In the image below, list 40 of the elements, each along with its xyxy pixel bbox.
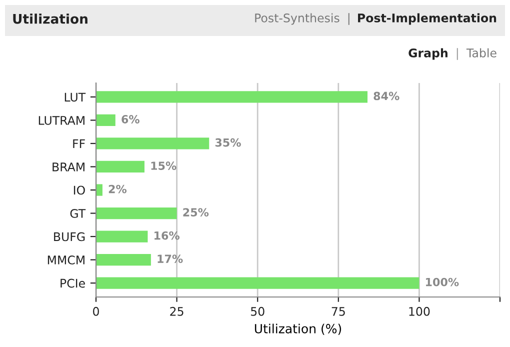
x-tick-label: 0 [93, 306, 99, 316]
y-tick-label: LUT [64, 92, 86, 102]
y-tick-label: FF [73, 139, 85, 148]
text: Table [466, 48, 496, 58]
bar [96, 254, 151, 266]
x-tick-label: 75 [332, 307, 345, 316]
x-tick-label: 100 [409, 306, 430, 316]
y-tick-label: GT [70, 208, 86, 218]
text: Graph [408, 48, 448, 60]
y-tick-label: PCIe [60, 278, 85, 288]
bar [96, 207, 177, 220]
data-label: 2% [108, 184, 127, 194]
y-tick-label: BUFG [54, 232, 85, 242]
bar [96, 230, 148, 242]
bar [96, 277, 420, 289]
data-label: 35% [215, 138, 241, 147]
data-label: 6% [122, 115, 140, 124]
data-label: 84% [374, 92, 400, 100]
bar [96, 114, 116, 126]
text: Post-Synthesis [255, 13, 340, 25]
bar [96, 184, 102, 196]
chart-title: Utilization [13, 14, 88, 24]
text: Post-Implementation [358, 13, 496, 25]
bar [96, 91, 368, 103]
data-label: 16% [154, 231, 180, 240]
text: | [456, 48, 458, 60]
data-label: 15% [151, 162, 176, 170]
text: | [348, 13, 350, 25]
x-tick-label: 25 [170, 306, 184, 316]
x-tick-label: 50 [251, 306, 264, 316]
y-tick-label: IO [74, 186, 85, 195]
y-tick-label: BRAM [52, 162, 84, 172]
bar [96, 138, 210, 150]
data-label: 100% [426, 278, 459, 286]
y-tick-label: LUTRAM [38, 116, 84, 125]
y-tick-label: MMCM [48, 256, 84, 264]
data-label: 17% [158, 254, 183, 264]
data-label: 25% [183, 208, 209, 216]
bar [96, 160, 144, 173]
x-axis-title: Utilization (%) [254, 324, 342, 335]
